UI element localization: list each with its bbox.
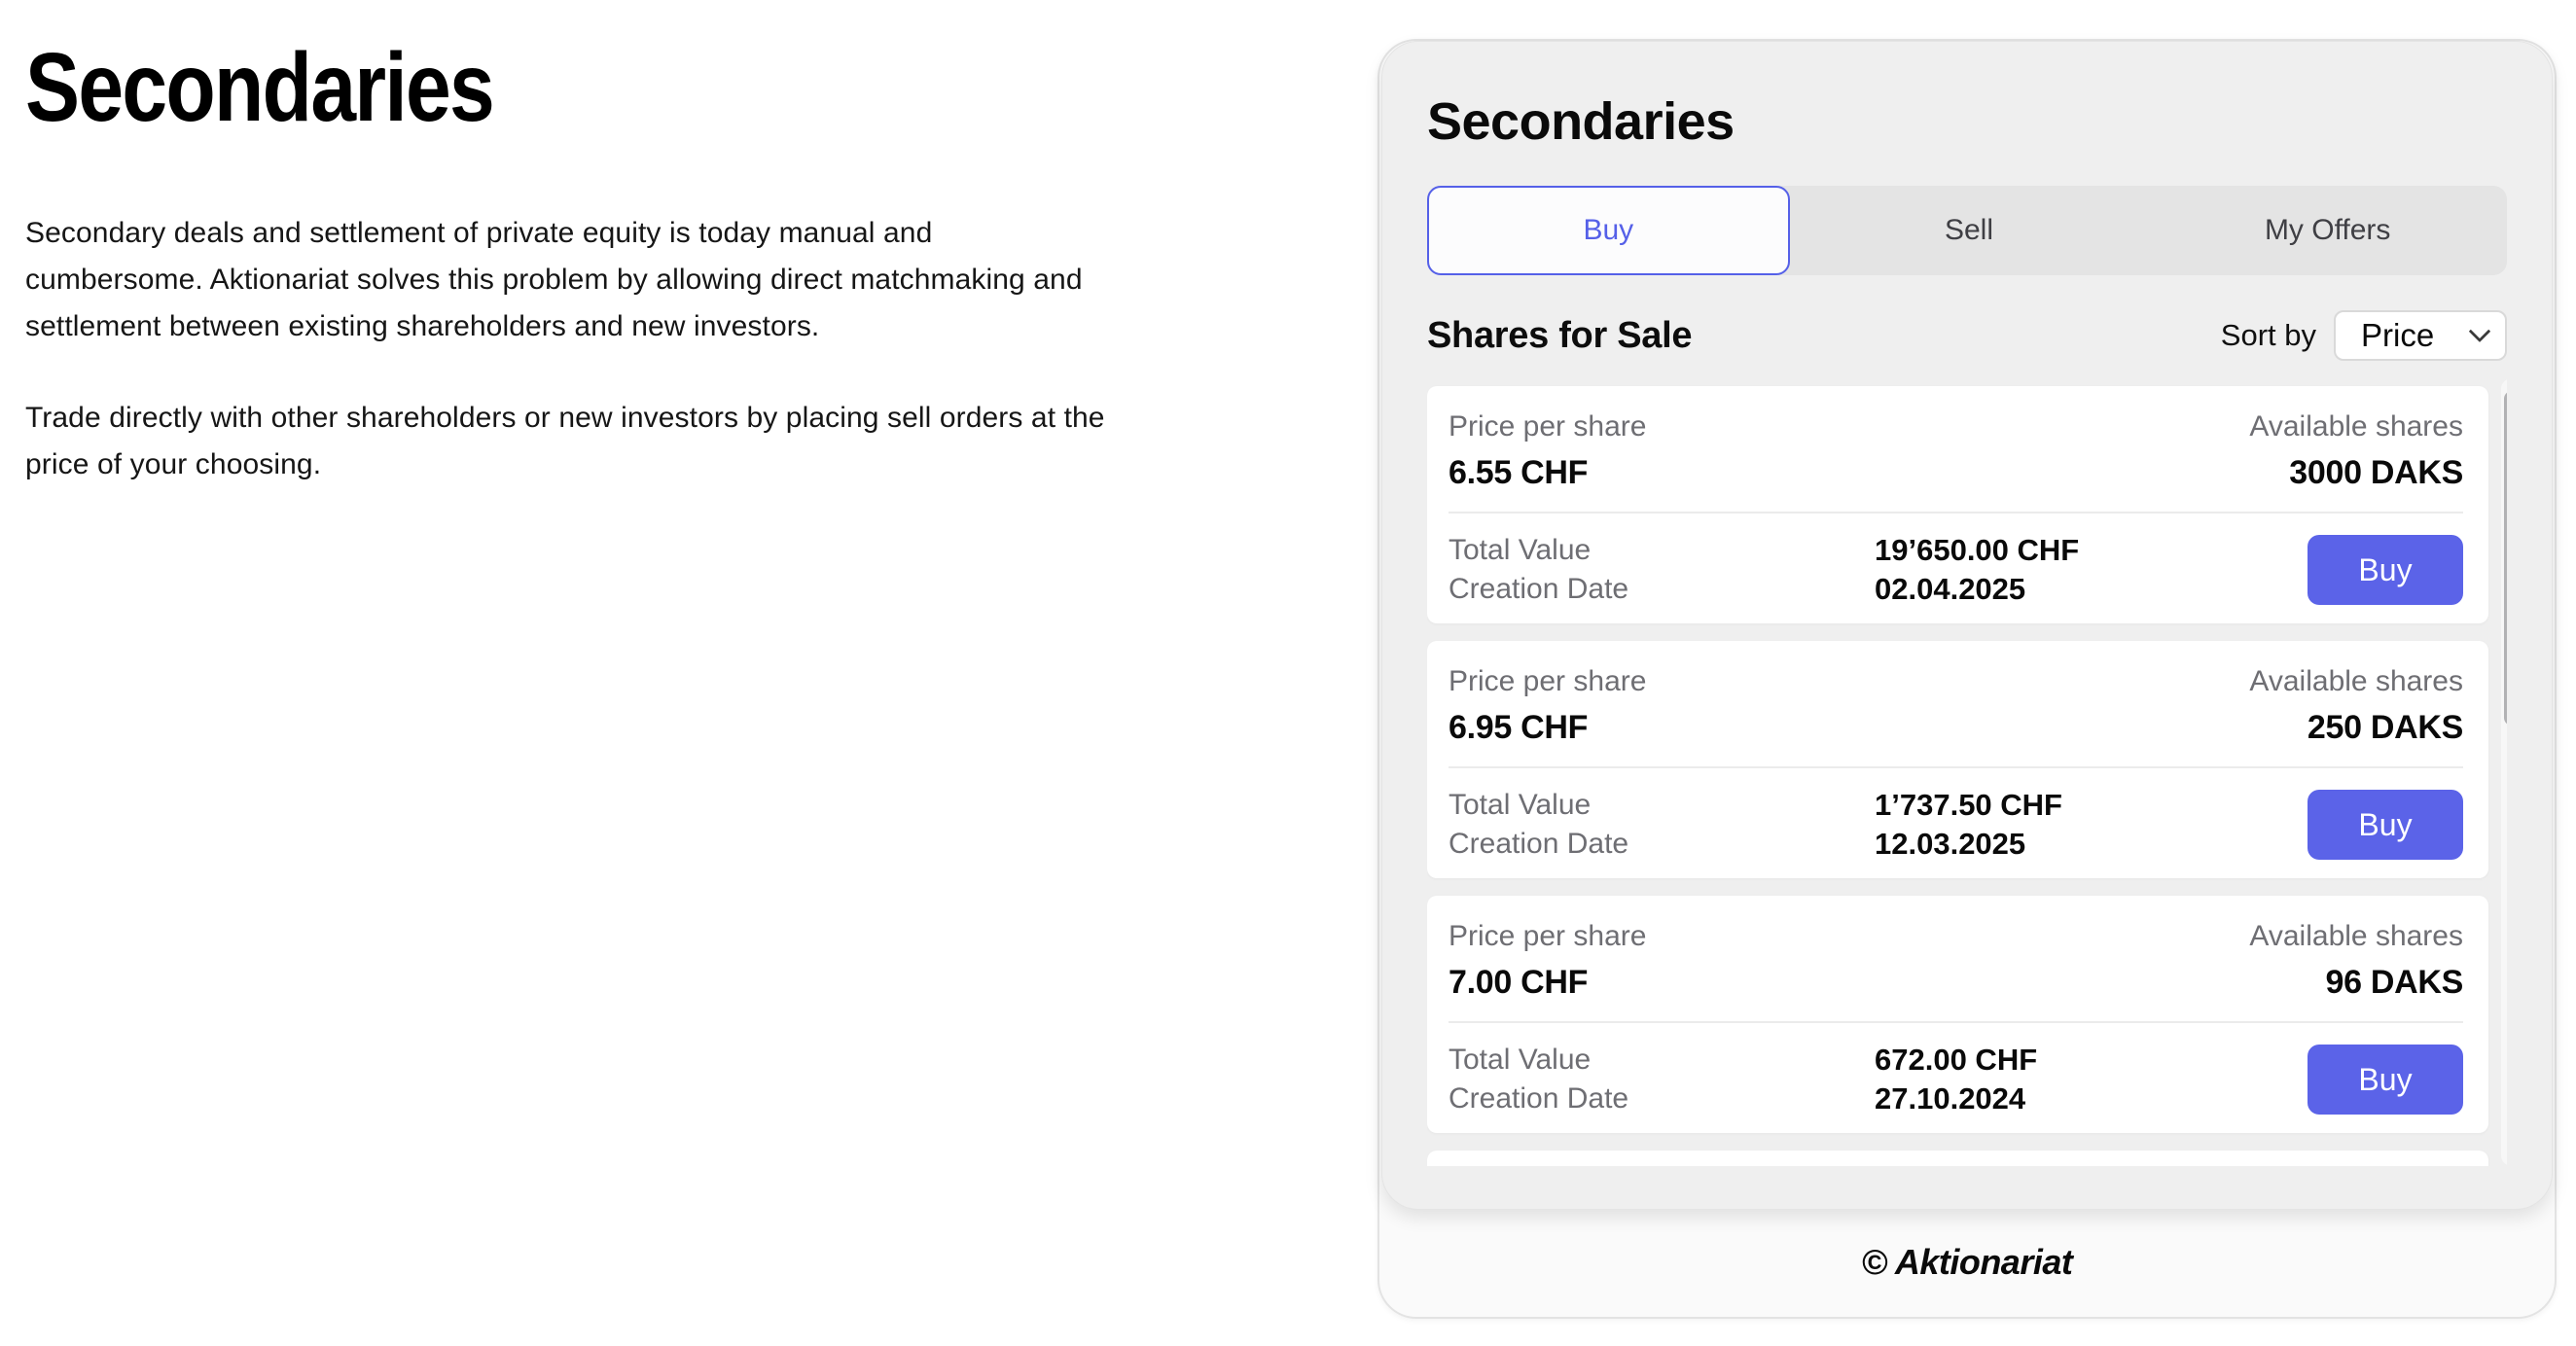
intro-paragraph: Secondary deals and settlement of privat… bbox=[25, 217, 1083, 342]
price-per-share-value: 6.55 CHF bbox=[1449, 454, 1589, 491]
aktionariat-copyright: © Aktionariat bbox=[1861, 1242, 2073, 1282]
available-shares-label: Available shares bbox=[2249, 410, 2463, 443]
buy-offer-button[interactable]: Buy bbox=[2308, 1045, 2463, 1115]
total-value: 672.00 CHF bbox=[1875, 1043, 2038, 1077]
price-per-share-label: Price per share bbox=[1449, 665, 1647, 697]
price-per-share-value: 7.00 CHF bbox=[1449, 964, 1589, 1001]
offer-card: Price per share 6.95 CHF Available share… bbox=[1427, 641, 2488, 878]
list-header: Shares for Sale Sort by Price bbox=[1427, 310, 2507, 361]
section-title: Shares for Sale bbox=[1427, 314, 1693, 356]
total-value: 19’650.00 CHF bbox=[1875, 533, 2080, 567]
offers-list[interactable]: Price per share 6.55 CHF Available share… bbox=[1427, 378, 2507, 1166]
creation-date-label: Creation Date bbox=[1449, 828, 1629, 860]
chevron-down-icon bbox=[2468, 320, 2491, 343]
total-value-label: Total Value bbox=[1449, 789, 1592, 821]
page-content: Secondaries Secondary deals and settleme… bbox=[25, 39, 1290, 488]
available-shares-value: 96 DAKS bbox=[2325, 964, 2463, 1001]
offer-card: Price per share 7.00 CHF Available share… bbox=[1427, 896, 2488, 1133]
tab-buy-label: Buy bbox=[1583, 214, 1634, 246]
page-title: Secondaries bbox=[25, 33, 495, 142]
secondaries-widget-panel: Secondaries Buy Sell My Offers Shares fo… bbox=[1377, 39, 2557, 1319]
available-shares-value: 3000 DAKS bbox=[2289, 454, 2463, 491]
creation-date: 27.10.2024 bbox=[1875, 1081, 2026, 1116]
sort-select-value: Price bbox=[2361, 317, 2435, 353]
available-shares-label: Available shares bbox=[2249, 665, 2463, 697]
total-value-label: Total Value bbox=[1449, 1044, 1592, 1076]
offer-card: Price per share 6.55 CHF Available share… bbox=[1427, 386, 2488, 623]
widget-title: Secondaries bbox=[1427, 92, 1735, 151]
sort-select[interactable]: Price bbox=[2334, 310, 2507, 361]
creation-date-label: Creation Date bbox=[1449, 1082, 1629, 1115]
price-per-share-value: 6.95 CHF bbox=[1449, 709, 1589, 746]
widget-footer: © Aktionariat bbox=[1379, 1208, 2555, 1317]
price-per-share-label: Price per share bbox=[1449, 920, 1647, 952]
tab-buy[interactable]: Buy bbox=[1427, 186, 1790, 275]
scrollbar[interactable] bbox=[2501, 378, 2507, 1166]
total-value-label: Total Value bbox=[1449, 534, 1592, 566]
divider bbox=[1449, 1021, 2463, 1023]
sort-by-label: Sort by bbox=[2220, 318, 2316, 352]
buy-offer-button[interactable]: Buy bbox=[2308, 790, 2463, 860]
creation-date: 12.03.2025 bbox=[1875, 827, 2026, 861]
sort-control: Sort by Price bbox=[2221, 310, 2507, 361]
scrollbar-thumb[interactable] bbox=[2504, 391, 2507, 726]
tab-sell[interactable]: Sell bbox=[1790, 186, 2149, 275]
tab-bar: Buy Sell My Offers bbox=[1427, 186, 2507, 275]
trade-paragraph: Trade directly with other shareholders o… bbox=[25, 402, 1105, 480]
tab-my-offers-label: My Offers bbox=[2264, 214, 2391, 246]
tab-my-offers[interactable]: My Offers bbox=[2148, 186, 2507, 275]
creation-date-label: Creation Date bbox=[1449, 573, 1629, 605]
divider bbox=[1449, 766, 2463, 768]
creation-date: 02.04.2025 bbox=[1875, 572, 2026, 606]
offer-card-partial bbox=[1427, 1151, 2488, 1166]
available-shares-label: Available shares bbox=[2249, 920, 2463, 952]
tab-sell-label: Sell bbox=[1944, 214, 1994, 246]
secondaries-widget: Secondaries Buy Sell My Offers Shares fo… bbox=[1381, 41, 2553, 1210]
buy-offer-button[interactable]: Buy bbox=[2308, 535, 2463, 605]
available-shares-value: 250 DAKS bbox=[2307, 709, 2463, 746]
total-value: 1’737.50 CHF bbox=[1875, 788, 2062, 822]
divider bbox=[1449, 512, 2463, 514]
price-per-share-label: Price per share bbox=[1449, 410, 1647, 443]
